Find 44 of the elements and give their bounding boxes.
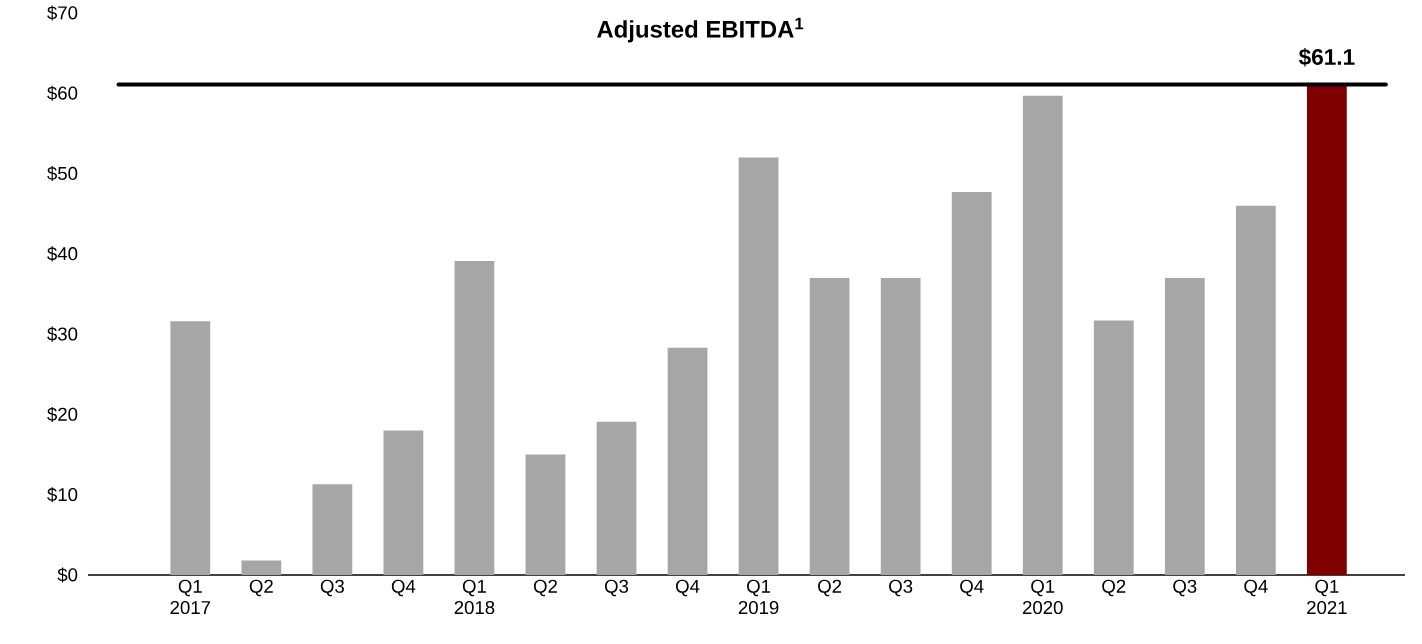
bar bbox=[880, 277, 921, 575]
bar bbox=[1235, 205, 1276, 575]
data-label: $61.1 bbox=[1298, 47, 1355, 67]
bar bbox=[454, 261, 495, 575]
y-tick-label: $20 bbox=[47, 406, 78, 422]
bar bbox=[1164, 277, 1205, 575]
y-tick-label: $10 bbox=[47, 487, 78, 503]
y-tick-label: $50 bbox=[47, 166, 78, 182]
y-tick-label: $0 bbox=[57, 567, 78, 583]
x-tick-label: Q2 bbox=[1102, 579, 1126, 597]
x-tick-label: Q4 bbox=[391, 579, 416, 597]
bar bbox=[809, 277, 850, 575]
y-tick-label: $30 bbox=[47, 326, 78, 342]
bar bbox=[1093, 320, 1134, 575]
bar bbox=[1022, 95, 1063, 575]
y-tick-label: $40 bbox=[47, 246, 78, 262]
x-tick-label: Q3 bbox=[1173, 579, 1197, 597]
x-tick-label: Q1 2019 bbox=[738, 579, 779, 615]
x-tick-label: Q2 bbox=[533, 579, 557, 597]
bar bbox=[738, 157, 779, 575]
bar bbox=[170, 321, 211, 575]
x-tick-label: Q3 bbox=[889, 579, 913, 597]
bar bbox=[312, 484, 353, 575]
x-tick-label: Q3 bbox=[604, 579, 629, 597]
bar bbox=[667, 347, 708, 575]
x-tick-label: Q4 bbox=[1244, 579, 1268, 597]
x-tick-label: Q2 bbox=[249, 579, 273, 597]
x-tick-label: Q1 2017 bbox=[170, 579, 211, 615]
x-tick-label: Q2 bbox=[818, 579, 842, 597]
bar bbox=[951, 192, 992, 575]
y-tick-label: $70 bbox=[47, 5, 78, 21]
chart-title: Adjusted EBITDA$^{1}$ bbox=[597, 17, 804, 43]
bar bbox=[525, 454, 566, 575]
bar bbox=[1306, 84, 1347, 575]
bar bbox=[383, 430, 424, 575]
bar bbox=[241, 560, 282, 575]
x-tick-label: Q3 bbox=[320, 579, 344, 597]
x-tick-label: Q1 2020 bbox=[1022, 579, 1063, 615]
y-tick-label: $60 bbox=[47, 85, 78, 101]
x-tick-label: Q1 2021 bbox=[1307, 579, 1347, 615]
x-tick-label: Q4 bbox=[960, 579, 984, 597]
bar bbox=[596, 421, 637, 575]
x-tick-label: Q4 bbox=[676, 579, 700, 597]
x-tick-label: Q1 2018 bbox=[454, 579, 495, 615]
